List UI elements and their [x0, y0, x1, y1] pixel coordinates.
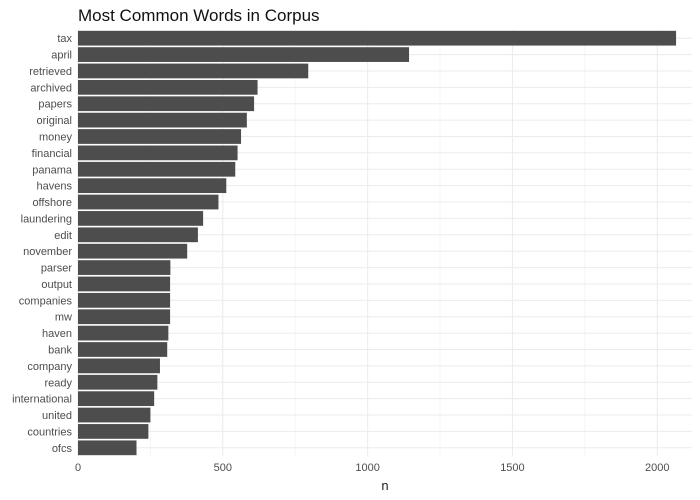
bar-november	[78, 243, 188, 259]
category-label-havens: havens	[37, 181, 73, 193]
bar-panama	[78, 161, 236, 177]
category-label-money: money	[39, 132, 73, 144]
bar-parser	[78, 260, 171, 275]
category-label-financial: financial	[32, 148, 72, 160]
bar-ofcs	[78, 440, 137, 456]
category-labels: tax april retrieved archived papers original m…	[12, 33, 73, 455]
category-label-original: original	[37, 115, 72, 127]
bar-united	[78, 407, 151, 423]
bar-tax	[78, 30, 677, 46]
category-label-company: company	[27, 361, 72, 373]
category-label-bank: bank	[48, 345, 72, 357]
category-label-companies: companies	[19, 295, 73, 307]
category-label-retrieved: retrieved	[29, 66, 72, 78]
category-label-ofcs: ofcs	[52, 443, 73, 455]
bars-group	[78, 30, 677, 456]
bar-havens	[78, 178, 227, 194]
bar-output	[78, 276, 171, 292]
category-label-april: april	[51, 50, 72, 62]
bar-countries	[78, 424, 149, 439]
chart-title: Most Common Words in Corpus	[78, 6, 320, 25]
x-tick-label: 1000	[355, 462, 379, 474]
bar-bank	[78, 342, 168, 357]
bar-retrieved	[78, 63, 309, 79]
bar-archived	[78, 79, 258, 95]
category-label-united: united	[42, 410, 72, 422]
bar-ready	[78, 374, 158, 390]
bar-april	[78, 47, 410, 62]
bar-papers	[78, 96, 255, 112]
category-label-panama: panama	[32, 164, 73, 176]
bar-international	[78, 391, 155, 407]
bar-laundering	[78, 211, 204, 226]
bar-mw	[78, 309, 171, 325]
bar-money	[78, 129, 242, 144]
category-label-countries: countries	[27, 426, 72, 438]
x-tick-label: 2000	[645, 462, 669, 474]
category-label-parser: parser	[41, 263, 73, 275]
bar-original	[78, 112, 247, 128]
x-tick-label: 1500	[500, 462, 524, 474]
category-label-papers: papers	[38, 99, 72, 111]
bar-edit	[78, 227, 198, 243]
category-label-tax: tax	[57, 33, 72, 45]
category-label-edit: edit	[54, 230, 72, 242]
x-tick-label: 500	[214, 462, 232, 474]
x-axis-title: n	[381, 478, 388, 493]
category-label-archived: archived	[30, 82, 72, 94]
x-tick-labels: 0 500 1000 1500 2000	[75, 462, 670, 474]
bar-companies	[78, 292, 171, 308]
category-label-laundering: laundering	[21, 213, 72, 225]
bar-financial	[78, 145, 238, 161]
category-label-mw: mw	[55, 312, 72, 324]
category-label-output: output	[41, 279, 72, 291]
category-label-ready: ready	[44, 377, 72, 389]
category-label-international: international	[12, 394, 72, 406]
category-label-haven: haven	[42, 328, 72, 340]
category-label-offshore: offshore	[32, 197, 72, 209]
bar-haven	[78, 325, 169, 341]
bar-offshore	[78, 194, 219, 210]
category-label-november: november	[23, 246, 72, 258]
bar-company	[78, 358, 160, 374]
x-tick-label: 0	[75, 462, 81, 474]
